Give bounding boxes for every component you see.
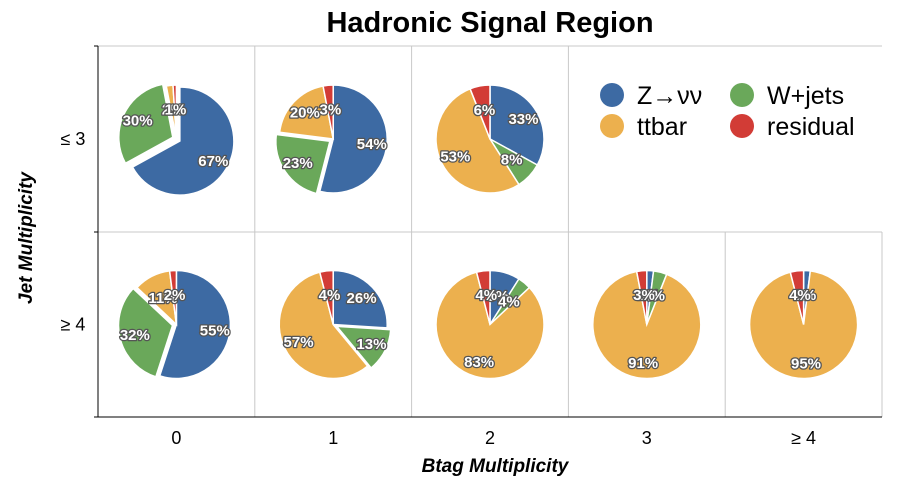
x-tick-label: 3 (642, 428, 652, 448)
legend-label: ttbar (637, 113, 687, 141)
pie-data-label: 23% (283, 155, 313, 172)
legend-label: residual (767, 113, 855, 141)
pie-data-label: 33% (508, 111, 538, 128)
pie-r0-c2: 33% 8% 53% 6% (435, 84, 545, 194)
x-axis-label: Btag Multiplicity (422, 456, 570, 477)
legend-item: residual (730, 113, 855, 141)
y-axis-label: Jet Multiplicity (16, 171, 37, 304)
pie-data-label: 3% (633, 287, 655, 304)
pie-data-label: 2% (162, 102, 184, 119)
pie-slice-ttbar (592, 270, 702, 380)
pie-data-label: 4% (319, 287, 341, 304)
legend-swatch (600, 83, 624, 107)
pie-slice-z (332, 269, 388, 329)
axis-ticks: 0 1 2 3 ≥ 4 ≤ 3 ≥ 4 (61, 129, 816, 448)
pie-data-label: 95% (791, 355, 821, 372)
pie-slice-ttbar (748, 270, 859, 380)
pie-data-label: 9% (487, 288, 509, 305)
pie-data-label: 54% (357, 136, 387, 153)
pie-data-label: 8% (501, 151, 523, 168)
chart-title: Hadronic Signal Region (326, 7, 653, 39)
x-tick-label: 0 (171, 428, 181, 448)
pie-slice-w+jets (118, 83, 174, 165)
pie-slice-ttbar (278, 85, 335, 140)
pie-data-label: 53% (440, 149, 470, 166)
pie-r1-c3: 2%4% 91% 3% (592, 269, 702, 380)
pie-r1-c0: 55% 32% 11%2% (117, 269, 232, 380)
pie-data-label: 20% (290, 104, 320, 121)
legend-label: W+jets (767, 82, 844, 110)
x-tick-label: 1 (328, 428, 338, 448)
pie-slice-residual (789, 269, 805, 325)
x-tick-label: ≥ 4 (791, 428, 816, 448)
pie-data-label: 55% (200, 323, 230, 340)
legend-swatch (730, 114, 754, 138)
legend-item: W+jets (730, 82, 844, 110)
pie-slice-w+jets (275, 133, 331, 195)
legend-item: ttbar (600, 113, 687, 141)
x-tick-label: 2 (485, 428, 495, 448)
y-tick-label: ≥ 4 (61, 315, 86, 335)
pie-slice-ttbar (435, 87, 520, 194)
legend: Z→νν W+jets ttbar residual (600, 82, 855, 141)
pie-data-label: 4% (643, 288, 665, 305)
legend-swatch (730, 83, 754, 107)
pie-r1-c1: 26% 13% 57% 4% (278, 269, 392, 380)
plot-grid (94, 45, 883, 418)
pie-r1-c2: 9%4% 83% 4% (435, 269, 545, 380)
legend-label: Z→νν (637, 82, 702, 110)
pie-data-label: 2% (795, 287, 817, 304)
pie-data-label: 3% (320, 101, 342, 118)
pie-data-label: 13% (356, 336, 386, 353)
pie-slice-z (318, 84, 388, 194)
pie-slice-residual (322, 84, 334, 140)
pie-r0-c1: 54% 23% 20% 3% (275, 84, 388, 195)
pie-data-label: 2% (164, 287, 186, 304)
pie-slice-residual (635, 269, 648, 325)
pie-data-label: 91% (628, 355, 658, 372)
pie-slice-ttbar (435, 271, 545, 380)
pie-data-label: 1% (165, 101, 187, 118)
pies-layer: 67%30%2%1%54%23%20% 3%33%8%53%6%55%32%11%… (117, 83, 859, 380)
y-tick-label: ≤ 3 (61, 129, 86, 149)
pie-data-label: 83% (464, 354, 494, 371)
pie-slice-residual (168, 269, 178, 325)
pie-slice-z (131, 86, 235, 196)
pie-r0-c0: 67% 30% 2%1% (118, 83, 235, 196)
pie-data-label: 26% (347, 290, 377, 307)
pie-slice-residual (172, 84, 178, 140)
pie-data-label: 30% (123, 113, 153, 130)
pie-data-label: 6% (474, 102, 496, 119)
pie-data-label: 4% (789, 287, 811, 304)
pie-slice-residual (318, 269, 334, 325)
legend-swatch (600, 114, 624, 138)
pie-data-label: 67% (198, 153, 228, 170)
pie-data-label: 11% (148, 290, 177, 307)
pie-slice-ttbar (278, 271, 369, 380)
pie-slice-w+jets (335, 325, 392, 369)
pie-data-label: 4% (475, 287, 497, 304)
pie-data-label: 4% (498, 294, 520, 311)
pie-data-label: 32% (120, 327, 150, 344)
legend-item: Z→νν (600, 82, 702, 110)
pie-slice-residual (475, 269, 491, 325)
pie-data-label: 2% (638, 287, 660, 304)
pie-r1-c4: 2% 95% 4% (748, 269, 859, 380)
pie-slice-residual (469, 84, 491, 140)
pie-slice-z (158, 269, 232, 380)
pie-slice-z (489, 84, 545, 167)
pie-slice-w+jets (117, 287, 174, 378)
pie-data-label: 57% (284, 334, 314, 351)
